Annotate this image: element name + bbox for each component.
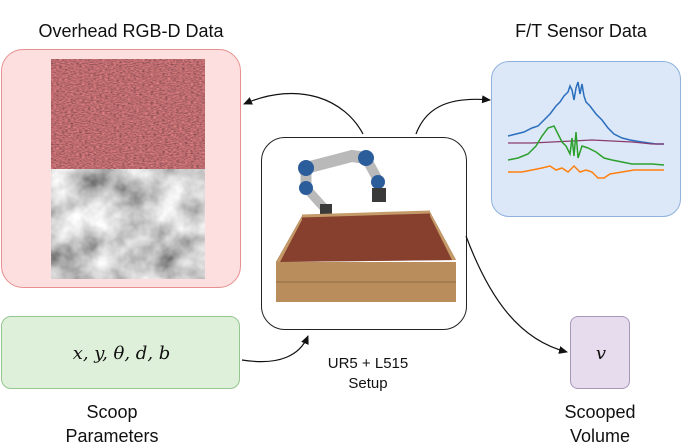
scooped-volume-math: v — [595, 343, 607, 364]
rgbd-title: Overhead RGB-D Data — [38, 21, 224, 41]
scooped-volume-line2: Volume — [569, 426, 631, 446]
mulch-bin-icon — [276, 210, 456, 302]
arrow-params-to-setup — [241, 335, 309, 363]
setup-panel — [261, 137, 467, 330]
robot-setup-image — [276, 150, 456, 302]
depth-image — [51, 169, 205, 279]
scooped-volume-line1: Scooped — [564, 402, 636, 422]
scooped-volume-panel: v — [570, 316, 630, 389]
setup-label-line1: UR5 + L515 — [327, 355, 409, 372]
rgbd-panel — [1, 49, 241, 288]
ft-title: F/T Sensor Data — [515, 21, 647, 41]
setup-label-line2: Setup — [348, 375, 388, 392]
scoop-parameters-panel: x, y, θ, d, b — [1, 316, 240, 389]
ft-series-blue — [507, 81, 664, 145]
ft-panel — [491, 61, 681, 217]
arrow-setup-to-rgbd — [243, 92, 364, 135]
arrow-setup-to-volume — [465, 235, 568, 354]
scoop-parameters-line2: Parameters — [65, 426, 159, 446]
ft-series-green — [507, 125, 665, 166]
scoop-parameters-line1: Scoop — [86, 402, 138, 422]
ft-series-orange — [508, 164, 664, 179]
ft-plot — [507, 81, 665, 179]
arrow-setup-to-ft — [415, 95, 491, 135]
rgb-image — [51, 59, 205, 169]
robot-arm-icon — [298, 150, 386, 218]
scoop-parameters-math: x, y, θ, d, b — [72, 343, 171, 364]
